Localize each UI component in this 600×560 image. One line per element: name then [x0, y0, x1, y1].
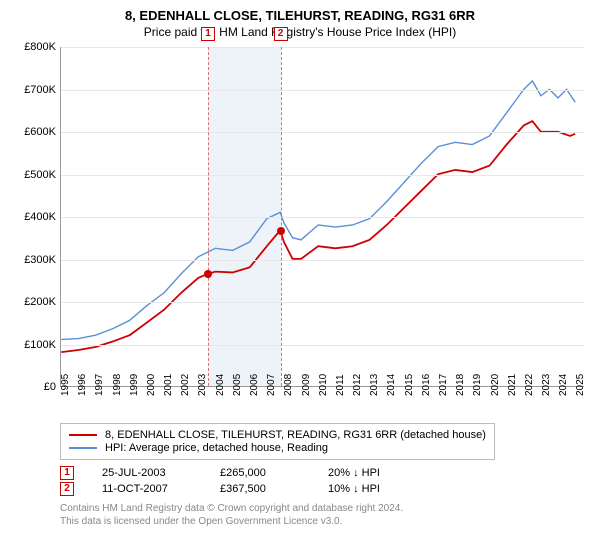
x-tick-label: 2021: [507, 374, 518, 396]
gridline: [61, 345, 584, 346]
legend-label: HPI: Average price, detached house, Read…: [105, 442, 328, 454]
x-tick-label: 2025: [575, 374, 586, 396]
x-tick-label: 2008: [283, 374, 294, 396]
x-tick-label: 2019: [472, 374, 483, 396]
sale-date: 25-JUL-2003: [102, 467, 192, 479]
plot-area: 12: [60, 47, 584, 387]
legend-swatch: [69, 434, 97, 436]
x-tick-label: 2006: [249, 374, 260, 396]
sale-marker-line: [281, 47, 282, 386]
gridline: [61, 260, 584, 261]
x-tick-label: 1996: [77, 374, 88, 396]
gridline: [61, 217, 584, 218]
y-tick-label: £700K: [24, 84, 56, 96]
series-line: [61, 121, 575, 352]
chart-container: 8, EDENHALL CLOSE, TILEHURST, READING, R…: [0, 0, 600, 534]
attribution-line: This data is licensed under the Open Gov…: [60, 515, 588, 528]
y-tick-label: £600K: [24, 126, 56, 138]
y-axis: £0£100K£200K£300K£400K£500K£600K£700K£80…: [12, 47, 60, 387]
series-line: [61, 81, 575, 340]
sale-row: 2 11-OCT-2007 £367,500 10% ↓ HPI: [60, 482, 588, 496]
x-tick-label: 2004: [215, 374, 226, 396]
x-tick-label: 2000: [146, 374, 157, 396]
sale-delta: 10% ↓ HPI: [328, 483, 380, 495]
x-tick-label: 2012: [352, 374, 363, 396]
sale-dot: [204, 270, 212, 278]
sale-price: £265,000: [220, 467, 300, 479]
sale-delta: 20% ↓ HPI: [328, 467, 380, 479]
x-tick-label: 2022: [524, 374, 535, 396]
x-tick-label: 2024: [558, 374, 569, 396]
legend-item-property: 8, EDENHALL CLOSE, TILEHURST, READING, R…: [69, 429, 486, 441]
x-tick-label: 2017: [438, 374, 449, 396]
sale-date: 11-OCT-2007: [102, 483, 192, 495]
sale-marker-box: 2: [60, 482, 74, 496]
sales-table: 1 25-JUL-2003 £265,000 20% ↓ HPI 2 11-OCT-200…: [60, 466, 588, 496]
gridline: [61, 175, 584, 176]
chart-area: £0£100K£200K£300K£400K£500K£600K£700K£80…: [12, 47, 588, 417]
y-tick-label: £800K: [24, 41, 56, 53]
x-tick-label: 2014: [386, 374, 397, 396]
sale-price: £367,500: [220, 483, 300, 495]
x-tick-label: 2005: [232, 374, 243, 396]
x-tick-label: 2020: [490, 374, 501, 396]
gridline: [61, 302, 584, 303]
x-tick-label: 2001: [163, 374, 174, 396]
x-tick-label: 1995: [60, 374, 71, 396]
sale-marker-box: 1: [60, 466, 74, 480]
attribution-text: Contains HM Land Registry data © Crown c…: [60, 502, 588, 528]
x-tick-label: 2023: [541, 374, 552, 396]
x-tick-label: 1999: [129, 374, 140, 396]
x-tick-label: 2002: [180, 374, 191, 396]
x-tick-label: 1998: [112, 374, 123, 396]
gridline: [61, 132, 584, 133]
chart-title: 8, EDENHALL CLOSE, TILEHURST, READING, R…: [12, 8, 588, 23]
x-tick-label: 2010: [318, 374, 329, 396]
sale-marker-box: 2: [274, 27, 288, 41]
sale-marker-line: [208, 47, 209, 386]
y-tick-label: £400K: [24, 211, 56, 223]
y-tick-label: £300K: [24, 254, 56, 266]
legend: 8, EDENHALL CLOSE, TILEHURST, READING, R…: [60, 423, 495, 460]
sale-row: 1 25-JUL-2003 £265,000 20% ↓ HPI: [60, 466, 588, 480]
sale-dot: [277, 227, 285, 235]
x-tick-label: 2016: [421, 374, 432, 396]
y-tick-label: £100K: [24, 339, 56, 351]
y-tick-label: £500K: [24, 169, 56, 181]
chart-subtitle: Price paid vs. HM Land Registry's House …: [12, 25, 588, 39]
y-tick-label: £0: [44, 381, 56, 393]
x-tick-label: 1997: [94, 374, 105, 396]
legend-label: 8, EDENHALL CLOSE, TILEHURST, READING, R…: [105, 429, 486, 441]
x-tick-label: 2013: [369, 374, 380, 396]
x-tick-label: 2018: [455, 374, 466, 396]
x-axis: 1995199619971998199920002001200220032004…: [60, 387, 584, 417]
attribution-line: Contains HM Land Registry data © Crown c…: [60, 502, 588, 515]
x-tick-label: 2015: [404, 374, 415, 396]
legend-swatch: [69, 447, 97, 449]
gridline: [61, 47, 584, 48]
y-tick-label: £200K: [24, 296, 56, 308]
legend-item-hpi: HPI: Average price, detached house, Read…: [69, 442, 486, 454]
x-tick-label: 2009: [301, 374, 312, 396]
sale-marker-box: 1: [201, 27, 215, 41]
x-tick-label: 2011: [335, 374, 346, 396]
x-tick-label: 2007: [266, 374, 277, 396]
x-tick-label: 2003: [197, 374, 208, 396]
gridline: [61, 90, 584, 91]
